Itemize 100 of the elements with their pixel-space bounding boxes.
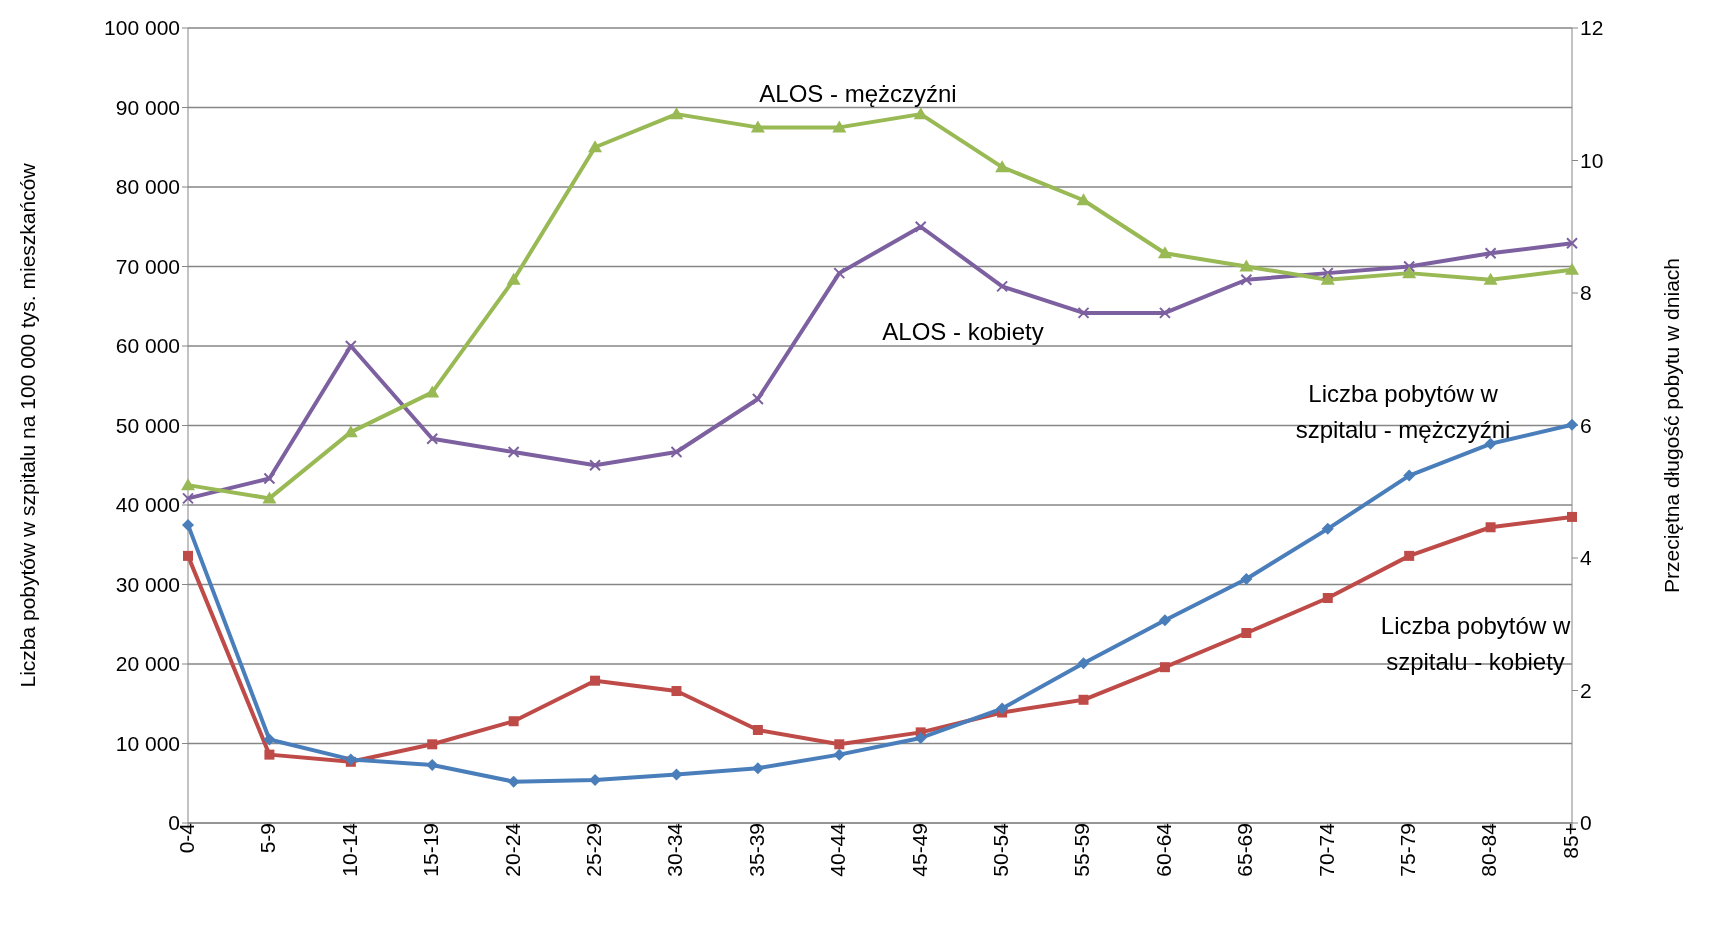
point — [995, 160, 1010, 173]
point — [913, 107, 928, 120]
y-tick-label: 50 000 — [115, 413, 180, 437]
point — [507, 446, 520, 458]
x-tick-label: 30-34 — [663, 822, 687, 877]
point — [1159, 662, 1170, 673]
point — [183, 550, 193, 561]
point — [1402, 266, 1417, 279]
point — [426, 432, 439, 445]
y-tick-label: 70 000 — [115, 254, 180, 278]
point — [182, 492, 194, 505]
point — [427, 739, 438, 750]
point — [1567, 511, 1577, 522]
x-tick-label: 50-54 — [989, 822, 1013, 877]
point — [262, 491, 277, 504]
x-tick-label: 80-84 — [1477, 822, 1501, 877]
point — [751, 393, 764, 405]
y2-tick-label: 8 — [1580, 281, 1592, 305]
series-label: ALOS - mężczyźni — [758, 79, 958, 109]
y2-axis-title: Przeciętna długość pobytu w dniach — [1660, 257, 1684, 594]
point — [263, 733, 276, 746]
point — [1566, 418, 1578, 431]
point — [1241, 628, 1252, 638]
point — [670, 446, 683, 458]
point — [996, 702, 1009, 715]
y-tick-label: 30 000 — [115, 572, 180, 596]
x-tick-label: 75-79 — [1396, 823, 1420, 877]
y-tick-label: 40 000 — [115, 493, 180, 517]
point — [1076, 193, 1091, 206]
point — [834, 739, 845, 750]
x-tick-label: 70-74 — [1314, 822, 1338, 877]
point — [1484, 247, 1497, 260]
x-tick-label: 45-49 — [907, 823, 931, 877]
point — [833, 748, 846, 761]
point — [1158, 306, 1171, 319]
x-tick-label: 35-39 — [744, 823, 768, 877]
point — [914, 731, 927, 744]
x-tick-label: 55-59 — [1070, 823, 1094, 877]
y2-tick-label: 2 — [1580, 678, 1592, 702]
x-tick-label: 10-14 — [337, 822, 361, 877]
x-tick-label: 15-19 — [419, 823, 443, 877]
point — [1483, 272, 1498, 285]
point — [1322, 593, 1333, 604]
y2-tick-label: 4 — [1580, 546, 1592, 570]
point — [1240, 273, 1253, 286]
point — [1077, 306, 1090, 319]
point — [589, 459, 602, 472]
point — [1403, 469, 1416, 482]
point — [588, 140, 603, 153]
point — [1321, 267, 1334, 280]
point — [263, 472, 276, 485]
point — [1158, 614, 1171, 627]
x-tick-label: 60-64 — [1151, 822, 1175, 877]
point — [1404, 550, 1415, 561]
y-axis-title: Liczba pobytów w szpitalu na 100 000 tys. mieszkańców — [16, 162, 40, 688]
series-label: Liczba pobytów w szpitalu - mężczyźni — [1294, 379, 1512, 445]
x-tick-label: 40-44 — [826, 822, 850, 877]
x-tick-label: 85+ — [1558, 823, 1582, 859]
y2-tick-label: 6 — [1580, 413, 1592, 437]
point — [426, 758, 439, 771]
y-tick-label: 20 000 — [115, 652, 180, 676]
point — [1403, 260, 1416, 273]
point — [1157, 246, 1172, 259]
point — [181, 478, 195, 491]
point — [343, 425, 358, 438]
y-tick-label: 100 000 — [104, 16, 180, 40]
y-tick-label: 80 000 — [115, 175, 180, 199]
point — [1078, 694, 1089, 705]
point — [833, 267, 846, 280]
x-tick-label: 5-9 — [256, 823, 280, 854]
point — [425, 385, 440, 398]
point — [590, 675, 601, 686]
y2-tick-label: 0 — [1580, 811, 1592, 835]
x-tick-label: 65-69 — [1233, 823, 1257, 877]
point — [1321, 522, 1334, 535]
x-tick-label: 25-29 — [581, 823, 605, 877]
y2-tick-label: 10 — [1580, 148, 1604, 172]
point — [1239, 259, 1254, 272]
point — [996, 280, 1009, 293]
point — [671, 686, 682, 697]
point — [1566, 237, 1578, 250]
point — [1077, 657, 1090, 670]
x-tick-label: 20-24 — [500, 822, 524, 877]
point — [669, 107, 684, 120]
y-tick-label: 60 000 — [115, 334, 180, 358]
series-label: ALOS - kobiety — [881, 317, 1045, 347]
y-tick-label: 10 000 — [115, 731, 180, 755]
point — [752, 724, 763, 735]
point — [508, 716, 519, 727]
point — [1320, 272, 1335, 285]
y-tick-label: 90 000 — [115, 95, 180, 119]
point — [914, 220, 927, 233]
point — [1240, 572, 1253, 585]
point — [264, 749, 275, 760]
series-label: Liczba pobytów w szpitalu - kobiety — [1379, 611, 1572, 677]
point — [1485, 522, 1496, 533]
point — [182, 518, 194, 531]
point — [750, 120, 765, 133]
point — [506, 272, 521, 285]
point — [1565, 262, 1579, 275]
